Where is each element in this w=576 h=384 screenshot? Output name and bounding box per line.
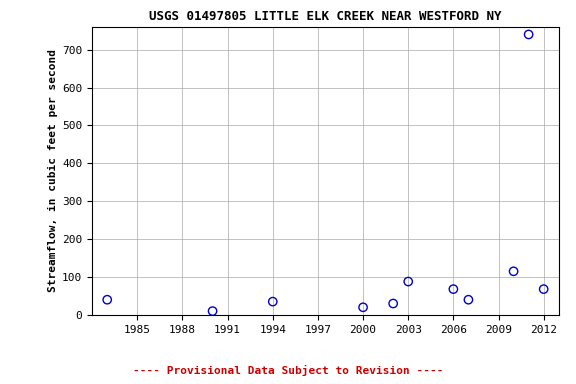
Point [268,298,278,305]
Point [524,31,533,38]
Point [389,300,398,306]
Text: ---- Provisional Data Subject to Revision ----: ---- Provisional Data Subject to Revisio… [132,365,444,376]
Point [509,268,518,275]
Point [404,278,413,285]
Point [358,304,367,310]
Title: USGS 01497805 LITTLE ELK CREEK NEAR WESTFORD NY: USGS 01497805 LITTLE ELK CREEK NEAR WEST… [149,10,502,23]
Y-axis label: Streamflow, in cubic feet per second: Streamflow, in cubic feet per second [48,50,58,292]
Point [208,308,217,314]
Point [539,286,548,292]
Point [103,297,112,303]
Point [449,286,458,292]
Point [464,297,473,303]
